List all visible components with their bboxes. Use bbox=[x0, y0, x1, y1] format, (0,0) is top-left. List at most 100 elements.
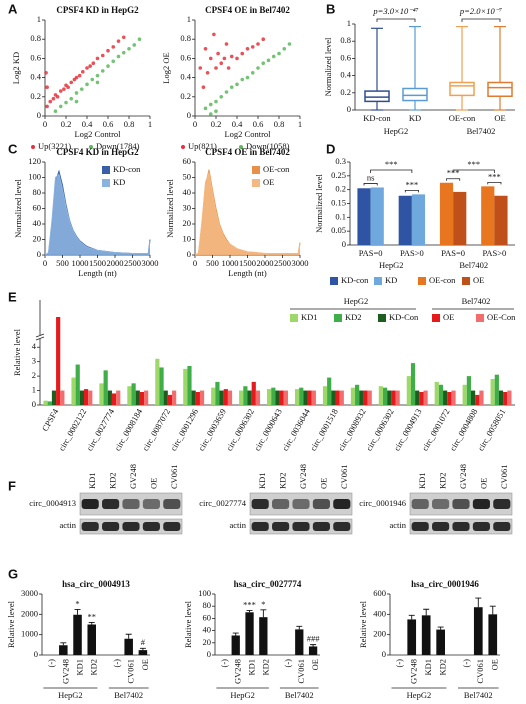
panel-label: F bbox=[8, 478, 16, 493]
y-axis-label: Normalized level bbox=[13, 178, 23, 237]
bar bbox=[490, 379, 495, 405]
bar bbox=[111, 393, 117, 405]
group-label: Bel7402 bbox=[114, 690, 143, 700]
point bbox=[240, 51, 245, 56]
band bbox=[432, 499, 450, 509]
lane-label: OE bbox=[318, 478, 328, 489]
y-tick-label: 20 bbox=[203, 637, 212, 647]
chart-title: hsa_circ_0004913 bbox=[62, 579, 130, 589]
point bbox=[58, 89, 63, 93]
point bbox=[214, 66, 218, 70]
panel-label: C bbox=[8, 141, 18, 156]
point bbox=[205, 71, 210, 75]
bar bbox=[172, 390, 177, 405]
band bbox=[81, 522, 99, 531]
bracket bbox=[363, 183, 378, 186]
point bbox=[53, 109, 58, 113]
bracket bbox=[370, 169, 413, 173]
y-tick-label: 20 bbox=[183, 218, 192, 228]
bar bbox=[60, 390, 65, 405]
box bbox=[449, 81, 475, 97]
point bbox=[235, 56, 239, 61]
bar bbox=[335, 390, 340, 405]
bar bbox=[135, 390, 140, 405]
x-tick-label: circ_0001296 bbox=[168, 407, 200, 452]
point bbox=[266, 58, 271, 63]
y-tick-label: 50 bbox=[183, 171, 192, 181]
x-tick-label: PAS=0 bbox=[359, 248, 383, 258]
lane-label: KD2 bbox=[278, 472, 288, 489]
point bbox=[224, 42, 229, 46]
point bbox=[85, 82, 89, 87]
bar bbox=[462, 384, 467, 405]
x-tick-label: circ_0008184 bbox=[112, 406, 144, 452]
y-tick-label: 0.2 bbox=[30, 91, 41, 101]
error-bar bbox=[423, 608, 430, 616]
bar bbox=[327, 377, 332, 405]
bar bbox=[295, 629, 304, 655]
point bbox=[214, 99, 218, 104]
y-tick-label: 3000 bbox=[21, 588, 38, 598]
error-bar bbox=[310, 644, 317, 647]
band bbox=[452, 522, 470, 531]
lane-label: KD1 bbox=[417, 472, 427, 489]
point bbox=[214, 109, 218, 113]
legend-label: OE bbox=[263, 177, 274, 187]
x-axis-label: Log2 Control bbox=[224, 129, 271, 139]
lane-label: GV248 bbox=[458, 464, 468, 489]
x-tick-label: CV061 bbox=[296, 659, 306, 684]
significance: *** bbox=[406, 179, 419, 189]
point bbox=[201, 85, 206, 89]
bar bbox=[131, 383, 136, 405]
x-tick-label: (-) bbox=[219, 659, 229, 668]
bar bbox=[87, 624, 96, 655]
point bbox=[203, 47, 208, 51]
x-tick-label: 3000 bbox=[142, 258, 159, 268]
bar bbox=[470, 390, 476, 405]
y-axis-label: Relative level bbox=[12, 328, 22, 376]
lane-label: KD2 bbox=[108, 472, 118, 489]
bar bbox=[436, 629, 445, 655]
y-tick-label: 80 bbox=[33, 187, 42, 197]
legend-swatch bbox=[181, 145, 185, 149]
y-tick-label: 1 bbox=[37, 14, 41, 24]
point bbox=[245, 47, 250, 51]
y-axis-label: Log2 KD bbox=[11, 52, 21, 84]
point bbox=[277, 51, 281, 56]
x-tick-label: CV061 bbox=[126, 659, 136, 684]
area-fill bbox=[45, 174, 150, 255]
error-bar bbox=[139, 647, 146, 651]
band bbox=[272, 522, 290, 531]
x-tick-label: circ_0002122 bbox=[56, 407, 88, 452]
x-tick-label: KD-con bbox=[363, 113, 391, 123]
bar bbox=[211, 387, 216, 405]
panel-label: A bbox=[8, 1, 18, 16]
error-bar bbox=[74, 609, 81, 615]
bar bbox=[84, 389, 89, 405]
significance: *** bbox=[385, 159, 398, 169]
bar bbox=[378, 386, 383, 405]
band bbox=[411, 522, 429, 531]
y-tick-label: 0.6 bbox=[30, 52, 41, 62]
point bbox=[77, 73, 82, 78]
point bbox=[282, 47, 287, 51]
point bbox=[219, 95, 224, 99]
area-fill bbox=[195, 172, 300, 255]
band bbox=[163, 522, 181, 531]
legend-swatch bbox=[432, 314, 440, 322]
bar bbox=[239, 390, 244, 405]
x-tick-label: 0.2 bbox=[61, 119, 72, 129]
y-tick-label: 1 bbox=[187, 14, 191, 24]
point bbox=[74, 75, 79, 80]
x-tick-label: PAS>0 bbox=[482, 248, 506, 258]
bar bbox=[507, 390, 512, 405]
point bbox=[48, 99, 53, 104]
point bbox=[69, 96, 74, 101]
significance: *** bbox=[467, 159, 480, 169]
significance: ** bbox=[87, 611, 96, 621]
y-tick-label: 0.6 bbox=[180, 52, 191, 62]
y-tick-label: 0.05 bbox=[331, 225, 346, 235]
bar bbox=[447, 392, 452, 405]
panel-label: E bbox=[8, 289, 17, 304]
